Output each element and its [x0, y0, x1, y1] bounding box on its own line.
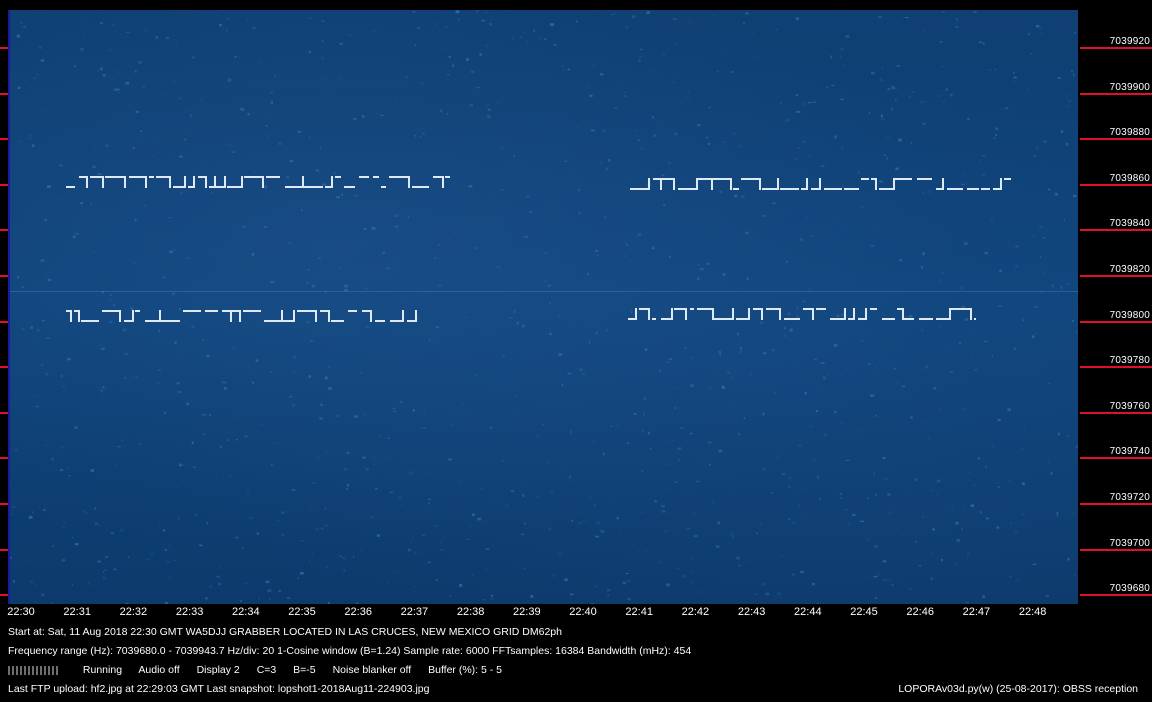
left-tick	[0, 503, 8, 505]
frequency-label: 7039740	[1109, 446, 1150, 458]
left-tick	[0, 138, 8, 141]
time-label: 22:32	[119, 606, 148, 618]
start-info-line: Start at: Sat, 11 Aug 2018 22:30 GMT WA5…	[8, 626, 562, 638]
frequency-tick	[1080, 229, 1152, 232]
time-label: 22:45	[850, 606, 878, 618]
frequency-label: 7039920	[1109, 36, 1150, 47]
frequency-tick	[1080, 503, 1152, 505]
frequency-tick	[1080, 594, 1152, 597]
frequency-label: 7039860	[1109, 172, 1150, 184]
frequency-tick	[1080, 138, 1152, 141]
buffer-status: Buffer (%): 5 - 5	[428, 664, 503, 676]
left-tick	[0, 548, 8, 551]
time-label: 22:33	[175, 606, 204, 618]
signal-trace	[66, 310, 417, 322]
noise-texture	[10, 10, 1080, 604]
left-tick	[0, 457, 8, 460]
frequency-tick	[1080, 92, 1152, 95]
time-axis: 22:30 22:31 22:32 22:33 22:34 22:35 22:36 22:37…	[0, 604, 1078, 624]
time-label: 22:40	[569, 606, 597, 618]
time-label: 22:47	[962, 606, 991, 618]
time-label: 22:48	[1018, 606, 1047, 618]
ftp-info-line: Last FTP upload: hf2.jpg at 22:29:03 GMT…	[8, 683, 430, 695]
frequency-label: 7039720	[1109, 492, 1150, 503]
left-tick	[0, 47, 8, 49]
running-status[interactable]: Running	[82, 664, 123, 676]
left-tick	[0, 229, 8, 232]
left-tick	[0, 275, 8, 277]
time-label: 22:46	[906, 606, 934, 618]
noise-blanker-status[interactable]: Noise blanker off	[332, 664, 412, 676]
frequency-tick	[1080, 275, 1152, 277]
time-label: 22:37	[400, 606, 429, 618]
time-label: 22:42	[681, 606, 710, 618]
frequency-label: 7039700	[1109, 537, 1150, 549]
left-tick	[0, 183, 8, 186]
left-tick	[0, 320, 8, 323]
time-label: 22:36	[344, 606, 372, 618]
left-tick	[0, 594, 8, 597]
frequency-axis: 7039920 7039900 7039880 7039860 7039840 70398…	[1078, 10, 1152, 604]
spectrogram-display[interactable]	[8, 10, 1080, 604]
frequency-tick	[1080, 411, 1152, 414]
frequency-tick	[1080, 320, 1152, 323]
time-label: 22:30	[7, 606, 35, 618]
frequency-label: 7039820	[1109, 264, 1150, 275]
spectrogram-canvas	[10, 10, 1080, 604]
time-label: 22:35	[288, 606, 316, 618]
left-tick	[0, 92, 8, 95]
frequency-label: 7039880	[1109, 127, 1150, 139]
time-label: 22:34	[232, 606, 260, 618]
frequency-label: 7039900	[1109, 81, 1150, 93]
time-label: 22:43	[737, 606, 766, 618]
time-label: 22:44	[794, 606, 822, 618]
frequency-tick	[1080, 548, 1152, 551]
frequency-label: 7039680	[1109, 583, 1150, 595]
time-label: 22:31	[63, 606, 91, 618]
display-status[interactable]: Display 2	[196, 664, 240, 676]
left-tick	[0, 366, 8, 369]
frequency-tick	[1080, 47, 1152, 49]
status-line: Running Audio off Display 2 C=3 B=-5 Noi…	[8, 664, 502, 676]
frequency-label: 7039780	[1109, 355, 1150, 367]
frequency-info-line: Frequency range (Hz): 7039680.0 - 703994…	[8, 645, 692, 657]
signal-trace	[66, 176, 450, 188]
time-label: 22:39	[513, 606, 541, 618]
carrier-line	[10, 291, 1080, 292]
frequency-tick	[1080, 366, 1152, 369]
software-version: LOPORAv03d.py(w) (25-08-2017): OBSS rece…	[898, 683, 1138, 695]
b-value[interactable]: B=-5	[293, 664, 316, 676]
frequency-tick	[1080, 457, 1152, 460]
frequency-label: 7039840	[1109, 218, 1150, 230]
level-meter	[8, 665, 60, 675]
audio-status[interactable]: Audio off	[138, 664, 180, 676]
signal-trace	[630, 178, 1011, 190]
frequency-tick	[1080, 183, 1152, 186]
time-label: 22:38	[456, 606, 485, 618]
time-label: 22:41	[625, 606, 653, 618]
left-tick-strip	[0, 10, 8, 604]
signal-trace	[628, 308, 976, 320]
frequency-label: 7039760	[1109, 400, 1150, 412]
left-tick	[0, 411, 8, 414]
frequency-label: 7039800	[1109, 309, 1150, 321]
c-value[interactable]: C=3	[256, 664, 277, 676]
